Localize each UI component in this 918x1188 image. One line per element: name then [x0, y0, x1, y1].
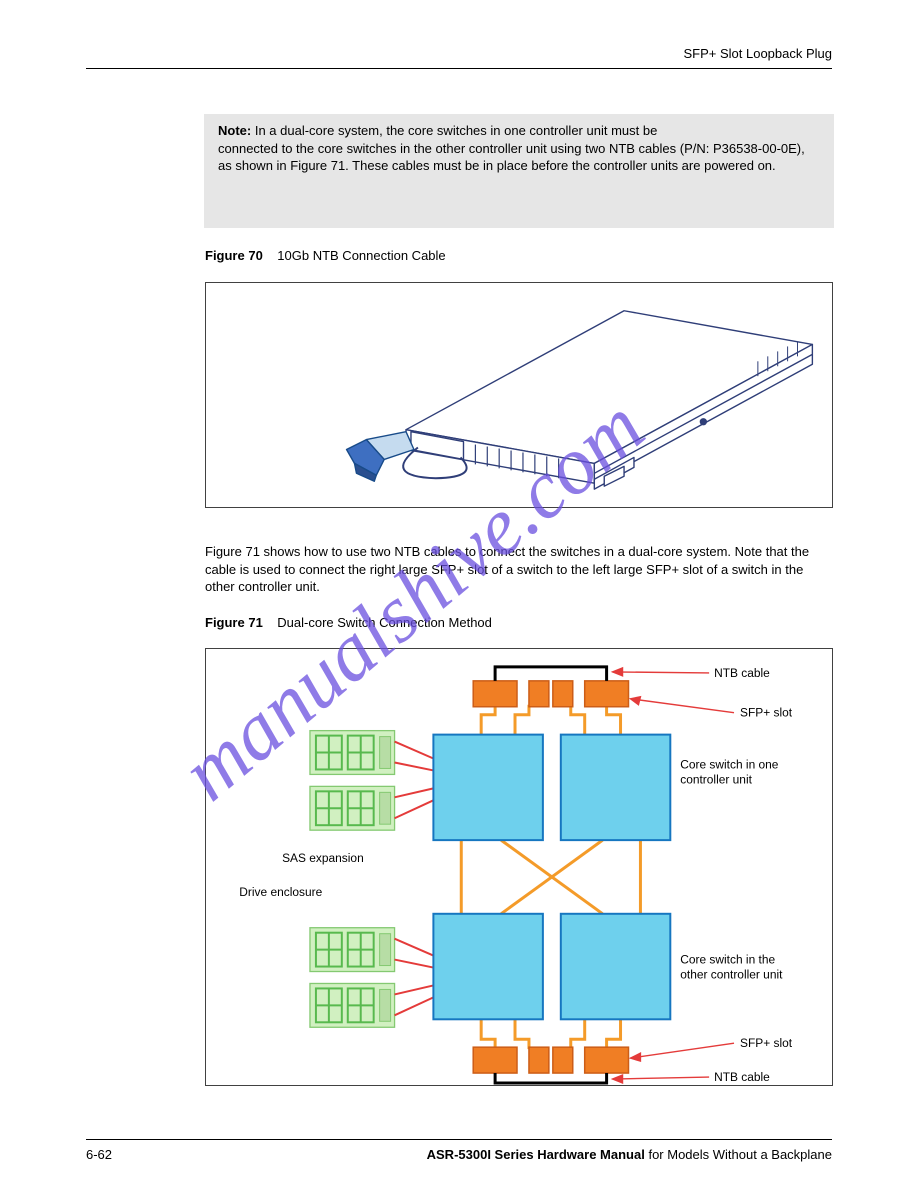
figure70-label: Figure 70 [205, 248, 263, 263]
footer: 6-62 ASR-5300I Series Hardware Manual fo… [86, 1147, 832, 1162]
label-sfp-bot: SFP+ slot [740, 1036, 793, 1050]
ntb-cable-bottom [495, 1073, 606, 1083]
note-text2: connected to the core switches in the ot… [218, 140, 820, 175]
footer-page-number: 6-62 [86, 1147, 112, 1162]
paragraph-1: Figure 71 shows how to use two NTB cable… [205, 543, 833, 596]
footer-doc-title: ASR-5300I Series Hardware Manual for Mod… [427, 1147, 832, 1162]
figure70-image [205, 282, 833, 508]
label-switch-top: Core switch in one [680, 757, 779, 771]
label-switch-bot2: other controller unit [680, 967, 783, 981]
ntb-cable-top [495, 667, 606, 681]
figure71-text: Dual-core Switch Connection Method [277, 615, 492, 630]
drive-enclosures [310, 731, 395, 1028]
label-switch-top2: controller unit [680, 772, 752, 786]
note-text1: In a dual-core system, the core switches… [255, 123, 657, 138]
sfp-slots-bottom [473, 1047, 628, 1073]
footer-rule [86, 1139, 832, 1140]
figure71-diagram: NTB cable SFP+ slot Core switch in one c… [205, 648, 833, 1086]
header-rule [86, 68, 832, 69]
footer-rest: for Models Without a Backplane [645, 1147, 832, 1162]
label-switch-bot: Core switch in the [680, 953, 775, 967]
footer-bold: ASR-5300I Series Hardware Manual [427, 1147, 645, 1162]
callout-arrows [613, 668, 734, 1083]
sas-lines [395, 742, 434, 1016]
label-ntb-top: NTB cable [714, 666, 770, 680]
page: SFP+ Slot Loopback Plug Note: In a dual-… [0, 0, 918, 1188]
label-drive: Drive enclosure [239, 885, 322, 899]
figure71-label: Figure 71 [205, 615, 263, 630]
figure70-caption: Figure 70 10Gb NTB Connection Cable [205, 248, 446, 263]
figure70-text: 10Gb NTB Connection Cable [277, 248, 445, 263]
note-box: Note: In a dual-core system, the core sw… [204, 114, 834, 228]
label-ntb-bot: NTB cable [714, 1070, 770, 1084]
sfp-slots-top [473, 681, 628, 707]
figure71-caption: Figure 71 Dual-core Switch Connection Me… [205, 615, 492, 630]
note-label: Note: [218, 123, 251, 138]
header-right-text: SFP+ Slot Loopback Plug [683, 46, 832, 61]
label-sas: SAS expansion [282, 851, 364, 865]
label-sfp-top: SFP+ slot [740, 706, 793, 720]
